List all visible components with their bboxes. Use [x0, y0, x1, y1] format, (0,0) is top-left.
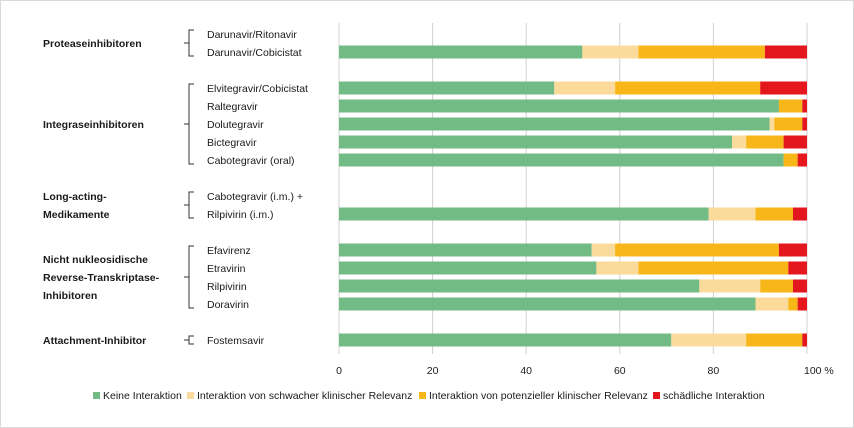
bar-segment — [638, 45, 765, 59]
bar-segment — [746, 333, 803, 347]
legend-swatch — [187, 392, 194, 399]
bar-segment — [591, 243, 616, 257]
legend-swatch — [419, 392, 426, 399]
drug-label: Efavirenz — [207, 245, 251, 257]
bar-segment — [699, 279, 761, 293]
bar-segment — [582, 45, 639, 59]
x-tick-label: 100 % — [804, 365, 834, 377]
bar-segment — [339, 45, 583, 59]
bar-segment — [792, 279, 807, 293]
group-bracket — [188, 335, 194, 345]
bar-segment — [339, 99, 779, 113]
legend-label: Interaktion von schwacher klinischer Rel… — [197, 390, 412, 402]
drug-label: Dolutegravir — [207, 119, 264, 131]
bar-segment — [788, 261, 807, 275]
bar-segment — [339, 279, 700, 293]
bar-segment — [554, 81, 616, 95]
bar-segment — [760, 279, 793, 293]
legend-label: schädliche Interaktion — [663, 390, 765, 402]
bar-segment — [638, 261, 789, 275]
legend-label: Interaktion von potenzieller klinischer … — [429, 390, 648, 402]
x-tick-label: 40 — [520, 365, 532, 377]
bar-segment — [797, 297, 807, 311]
group-label: Attachment-Inhibitor — [43, 335, 146, 347]
bar-segment — [764, 45, 807, 59]
bar-segment — [802, 117, 807, 131]
bar-segment — [339, 261, 597, 275]
group-label: Reverse-Transkriptase- — [43, 272, 160, 284]
bar-segment — [788, 297, 798, 311]
drug-label: Rilpivirin (i.m.) — [207, 209, 274, 221]
group-bracket — [188, 29, 194, 57]
group-label: Proteaseinhibitoren — [43, 38, 142, 50]
bar-segment — [783, 153, 798, 167]
drug-label: Doravirin — [207, 299, 249, 311]
bar-segment — [339, 153, 784, 167]
bar-segment — [339, 81, 555, 95]
drug-label: Fostemsavir — [207, 335, 265, 347]
bar-segment — [755, 297, 789, 311]
drug-label: Bictegravir — [207, 137, 257, 149]
group-bracket — [188, 245, 194, 309]
bar-segment — [797, 153, 807, 167]
bar-segment — [339, 243, 592, 257]
bar-segment — [339, 117, 770, 131]
x-tick-label: 20 — [427, 365, 439, 377]
bar-segment — [708, 207, 756, 221]
bar-segment — [802, 333, 807, 347]
x-tick-label: 0 — [336, 365, 342, 377]
legend-swatch — [653, 392, 660, 399]
bar-segment — [746, 135, 784, 149]
bar-segment — [615, 81, 761, 95]
group-label: Nicht nukleosidische — [43, 254, 148, 266]
drug-label: Rilpivirin — [207, 281, 247, 293]
bar-segment — [671, 333, 747, 347]
group-label: Medikamente — [43, 209, 110, 221]
bar-segment — [760, 81, 807, 95]
bar-segment — [732, 135, 747, 149]
bar-segment — [755, 207, 793, 221]
legend-label: Keine Interaktion — [103, 390, 182, 402]
group-label: Integraseinhibitoren — [43, 119, 144, 131]
bar-segment — [339, 297, 756, 311]
bar-segment — [774, 117, 803, 131]
x-tick-label: 60 — [614, 365, 626, 377]
group-bracket — [188, 191, 194, 219]
drug-label: Raltegravir — [207, 101, 258, 113]
bar-segment — [339, 135, 733, 149]
bar-segment — [802, 99, 807, 113]
bar-segment — [615, 243, 779, 257]
bar-segment — [778, 99, 803, 113]
drug-label: Darunavir/Ritonavir — [207, 29, 297, 41]
x-tick-label: 80 — [708, 365, 720, 377]
drug-label: Darunavir/Cobicistat — [207, 47, 302, 59]
bar-segment — [783, 135, 807, 149]
drug-label: Cabotegravir (oral) — [207, 155, 295, 167]
bar-segment — [596, 261, 639, 275]
bar-segment — [339, 207, 709, 221]
bar-segment — [778, 243, 807, 257]
legend-swatch — [93, 392, 100, 399]
group-label: Long-acting- — [43, 191, 107, 203]
drug-label: Cabotegravir (i.m.) + — [207, 191, 303, 203]
group-bracket — [188, 83, 194, 165]
bar-segment — [339, 333, 672, 347]
bar-segment — [792, 207, 807, 221]
bar-segment — [769, 117, 775, 131]
drug-label: Etravirin — [207, 263, 246, 275]
drug-label: Elvitegravir/Cobicistat — [207, 83, 308, 95]
group-label: Inhibitoren — [43, 290, 97, 302]
